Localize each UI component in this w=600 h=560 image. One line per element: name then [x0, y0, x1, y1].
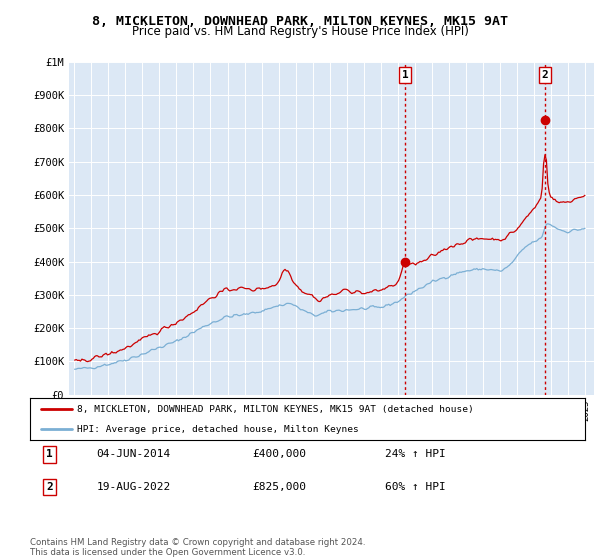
Text: 8, MICKLETON, DOWNHEAD PARK, MILTON KEYNES, MK15 9AT: 8, MICKLETON, DOWNHEAD PARK, MILTON KEYN… [92, 15, 508, 28]
Text: 8, MICKLETON, DOWNHEAD PARK, MILTON KEYNES, MK15 9AT (detached house): 8, MICKLETON, DOWNHEAD PARK, MILTON KEYN… [77, 405, 474, 414]
Text: 19-AUG-2022: 19-AUG-2022 [97, 482, 171, 492]
Text: HPI: Average price, detached house, Milton Keynes: HPI: Average price, detached house, Milt… [77, 424, 359, 433]
Text: 04-JUN-2014: 04-JUN-2014 [97, 450, 171, 459]
Text: 24% ↑ HPI: 24% ↑ HPI [385, 450, 446, 459]
Text: 2: 2 [46, 482, 53, 492]
Text: 60% ↑ HPI: 60% ↑ HPI [385, 482, 446, 492]
Text: £400,000: £400,000 [252, 450, 306, 459]
Text: £825,000: £825,000 [252, 482, 306, 492]
Text: Contains HM Land Registry data © Crown copyright and database right 2024.
This d: Contains HM Land Registry data © Crown c… [30, 538, 365, 557]
Text: Price paid vs. HM Land Registry's House Price Index (HPI): Price paid vs. HM Land Registry's House … [131, 25, 469, 39]
Text: 1: 1 [46, 450, 53, 459]
Text: 2: 2 [542, 70, 548, 80]
Text: 1: 1 [402, 70, 409, 80]
